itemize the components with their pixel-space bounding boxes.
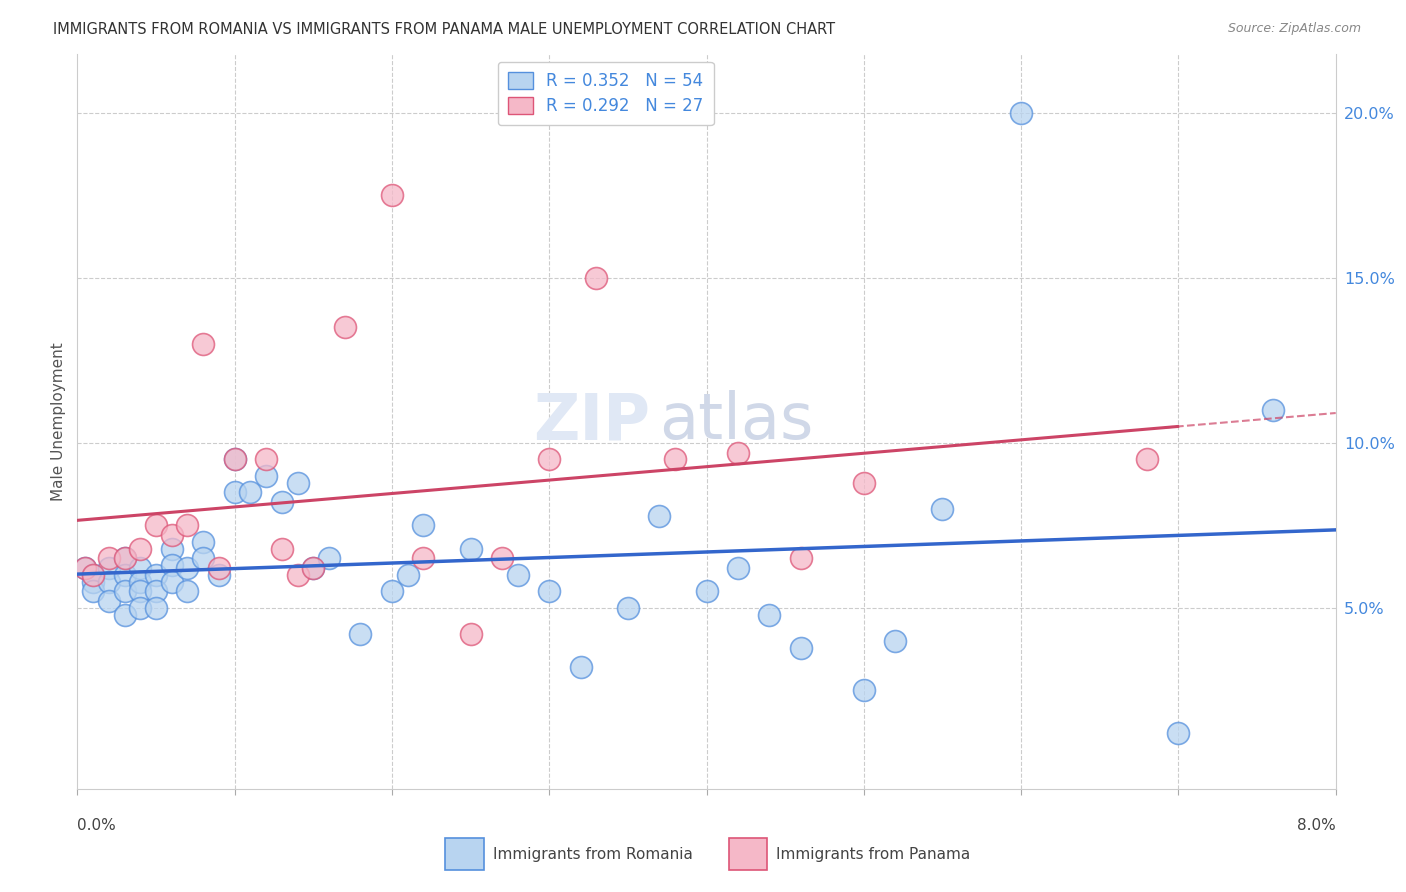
Point bbox=[1010, 106, 1032, 120]
Point bbox=[1136, 452, 1159, 467]
Point bbox=[412, 518, 434, 533]
Point bbox=[145, 601, 167, 615]
Text: Immigrants from Panama: Immigrants from Panama bbox=[776, 847, 970, 862]
Text: IMMIGRANTS FROM ROMANIA VS IMMIGRANTS FROM PANAMA MALE UNEMPLOYMENT CORRELATION : IMMIGRANTS FROM ROMANIA VS IMMIGRANTS FR… bbox=[53, 22, 835, 37]
Point bbox=[145, 584, 167, 599]
Point bbox=[287, 568, 309, 582]
Point bbox=[129, 561, 152, 575]
Point bbox=[270, 495, 292, 509]
Point bbox=[176, 561, 198, 575]
Point bbox=[349, 627, 371, 641]
Text: ZIP: ZIP bbox=[533, 391, 650, 452]
Point bbox=[129, 574, 152, 589]
Point bbox=[460, 627, 482, 641]
Point bbox=[176, 518, 198, 533]
Point bbox=[884, 634, 907, 648]
Point bbox=[381, 584, 404, 599]
Point bbox=[82, 574, 104, 589]
Point bbox=[648, 508, 671, 523]
Point bbox=[145, 568, 167, 582]
Point bbox=[617, 601, 640, 615]
Point bbox=[790, 640, 813, 655]
Point bbox=[114, 607, 136, 622]
Point bbox=[224, 452, 246, 467]
Point bbox=[97, 561, 120, 575]
Point bbox=[82, 584, 104, 599]
Point bbox=[114, 584, 136, 599]
Point bbox=[176, 584, 198, 599]
Point bbox=[302, 561, 325, 575]
Point bbox=[239, 485, 262, 500]
Point bbox=[538, 584, 561, 599]
Point bbox=[727, 446, 749, 460]
Point bbox=[82, 568, 104, 582]
Text: Source: ZipAtlas.com: Source: ZipAtlas.com bbox=[1227, 22, 1361, 36]
Point bbox=[160, 541, 183, 556]
Text: Immigrants from Romania: Immigrants from Romania bbox=[492, 847, 693, 862]
Point bbox=[224, 485, 246, 500]
Point bbox=[160, 574, 183, 589]
Point bbox=[97, 551, 120, 566]
Point bbox=[1167, 726, 1189, 740]
Point bbox=[852, 475, 875, 490]
Point bbox=[129, 584, 152, 599]
Point bbox=[160, 528, 183, 542]
Point bbox=[191, 551, 215, 566]
Point bbox=[254, 469, 277, 483]
Point bbox=[1261, 403, 1284, 417]
Point bbox=[287, 475, 309, 490]
Point bbox=[145, 518, 167, 533]
Point bbox=[191, 337, 215, 351]
Point bbox=[852, 683, 875, 698]
Point bbox=[381, 188, 404, 202]
Point bbox=[75, 561, 97, 575]
Point bbox=[82, 568, 104, 582]
Point bbox=[114, 551, 136, 566]
Text: 0.0%: 0.0% bbox=[77, 818, 117, 833]
Point bbox=[569, 660, 592, 674]
Point bbox=[931, 502, 953, 516]
Text: atlas: atlas bbox=[658, 391, 813, 452]
FancyBboxPatch shape bbox=[728, 838, 768, 871]
Point bbox=[208, 561, 231, 575]
Point bbox=[270, 541, 292, 556]
Point bbox=[129, 601, 152, 615]
Point bbox=[664, 452, 686, 467]
Point bbox=[396, 568, 419, 582]
Point bbox=[208, 568, 231, 582]
Point bbox=[129, 541, 152, 556]
Point bbox=[585, 271, 607, 285]
Point bbox=[318, 551, 340, 566]
Point bbox=[333, 320, 356, 334]
Text: 8.0%: 8.0% bbox=[1296, 818, 1336, 833]
Legend: R = 0.352   N = 54, R = 0.292   N = 27: R = 0.352 N = 54, R = 0.292 N = 27 bbox=[498, 62, 714, 125]
Point bbox=[224, 452, 246, 467]
Point bbox=[538, 452, 561, 467]
Point bbox=[412, 551, 434, 566]
Y-axis label: Male Unemployment: Male Unemployment bbox=[51, 343, 66, 500]
Point bbox=[727, 561, 749, 575]
Point bbox=[696, 584, 718, 599]
Point bbox=[506, 568, 529, 582]
Point bbox=[75, 561, 97, 575]
Point bbox=[114, 551, 136, 566]
Point bbox=[97, 594, 120, 608]
Point bbox=[114, 568, 136, 582]
Point bbox=[160, 558, 183, 572]
Point bbox=[302, 561, 325, 575]
Point bbox=[460, 541, 482, 556]
Point bbox=[491, 551, 513, 566]
Point bbox=[191, 535, 215, 549]
Point bbox=[254, 452, 277, 467]
Point bbox=[790, 551, 813, 566]
Point bbox=[97, 574, 120, 589]
FancyBboxPatch shape bbox=[446, 838, 484, 871]
Point bbox=[758, 607, 780, 622]
